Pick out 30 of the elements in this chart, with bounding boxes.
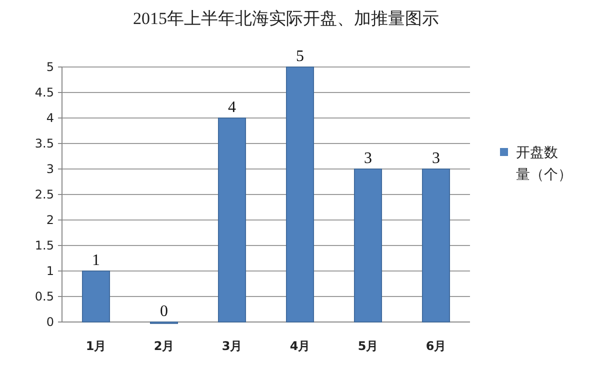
data-label: 0: [160, 303, 168, 320]
y-tick-label: 1: [46, 264, 54, 278]
x-tick-label: 2月: [154, 339, 174, 353]
data-label: 1: [92, 252, 100, 269]
y-tick-label: 4: [46, 111, 54, 125]
x-tick-label: 5月: [358, 339, 378, 353]
y-tick-label: 2.5: [34, 188, 54, 202]
data-label: 3: [432, 150, 440, 167]
x-tick-label: 1月: [86, 339, 106, 353]
y-tick-label: 1.5: [34, 238, 54, 252]
y-tick-label: 3: [46, 162, 54, 176]
data-label: 5: [296, 48, 304, 65]
legend-label: 开盘数量（个）: [516, 145, 572, 183]
y-tick-label: 2: [46, 213, 54, 227]
x-tick-label: 4月: [290, 339, 310, 353]
x-tick-label: 6月: [426, 339, 446, 353]
bar: [422, 168, 450, 322]
y-tick-label: 4.5: [34, 86, 54, 100]
y-tick-label: 3.5: [34, 136, 54, 150]
bar: [218, 118, 246, 322]
bar: [82, 270, 110, 322]
data-label: 4: [228, 99, 236, 116]
bar: [286, 66, 314, 322]
x-tick-label: 3月: [222, 339, 242, 353]
data-label: 3: [364, 150, 372, 167]
bar: [354, 168, 382, 322]
y-tick-label: 0: [46, 315, 54, 329]
chart-title: 2015年上半年北海实际开盘、加推量图示: [133, 9, 439, 28]
y-tick-label: 5: [46, 60, 54, 74]
y-tick-label: 0.5: [34, 290, 54, 304]
